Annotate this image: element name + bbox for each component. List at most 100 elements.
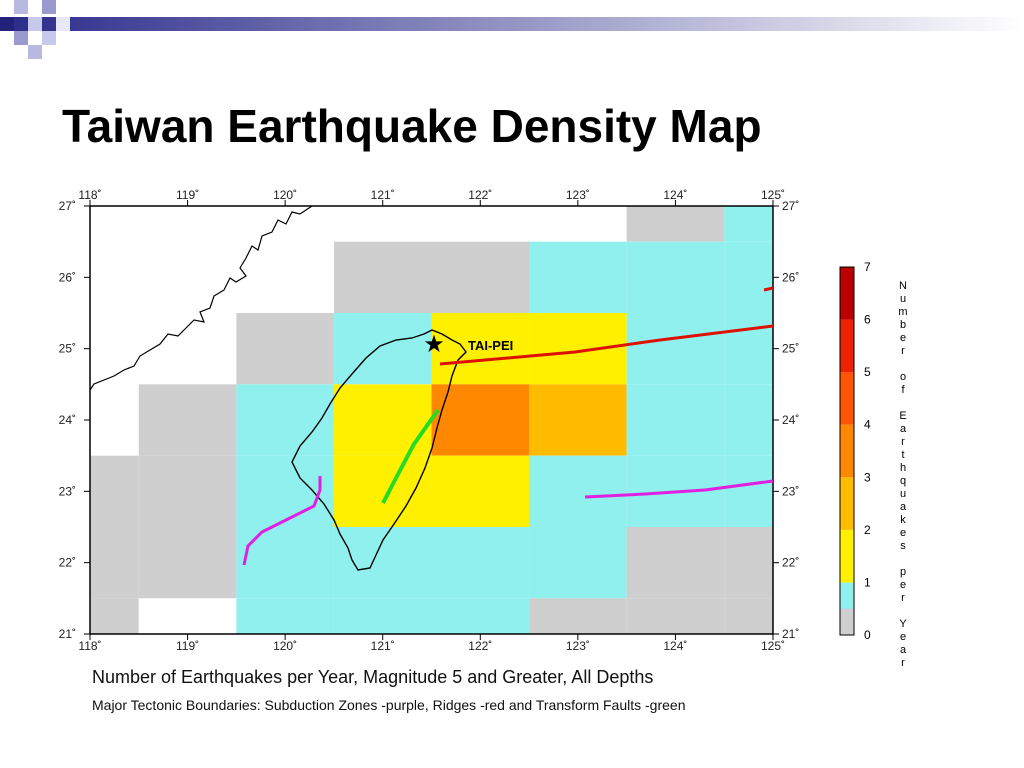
colorbar-segment — [840, 608, 854, 635]
density-cell — [333, 241, 432, 313]
density-cell — [333, 527, 432, 599]
density-cell — [626, 598, 725, 634]
colorbar: 7 6 5 4 3 2 1 0 Number of Earthquakes pe… — [839, 260, 909, 670]
top-lon-label: 121˚ — [371, 188, 395, 202]
left-lat-label: 27˚ — [59, 199, 76, 213]
right-lat-label: 24˚ — [782, 413, 799, 427]
density-cell — [236, 527, 334, 599]
density-cell — [529, 527, 627, 599]
bottom-lon-label: 122˚ — [468, 639, 492, 653]
china-coastline — [90, 206, 313, 391]
left-lat-label: 26˚ — [59, 270, 76, 284]
colorbar-segment — [840, 372, 854, 425]
density-cell — [431, 241, 530, 313]
top-lon-label: 123˚ — [566, 188, 590, 202]
colorbar-tick-label: 7 — [864, 260, 871, 274]
bottom-lon-label: 120˚ — [273, 639, 297, 653]
density-cell — [431, 455, 530, 527]
density-cell — [724, 206, 773, 242]
density-cell — [138, 527, 237, 599]
density-cell — [626, 384, 725, 456]
frame-ticks — [84, 200, 779, 640]
bottom-lon-label: 118˚ — [78, 639, 101, 653]
density-cell — [90, 241, 139, 313]
colorbar-segment — [840, 424, 854, 478]
subduction-line-east — [584, 479, 773, 499]
coastlines — [90, 206, 467, 571]
density-cell — [724, 598, 773, 634]
density-cell — [236, 455, 334, 527]
density-cell — [724, 455, 773, 527]
bottom-longitude-labels: 118˚ 119˚ 120˚ 121˚ 122˚ 123˚ 124˚ 125˚ — [78, 639, 785, 653]
colorbar-tick-label: 3 — [864, 470, 871, 484]
caption-primary: Number of Earthquakes per Year, Magnitud… — [92, 667, 654, 687]
taipei-star-icon: ★ — [423, 331, 445, 358]
density-cell — [90, 206, 139, 242]
right-lat-label: 27˚ — [782, 199, 799, 213]
density-cell — [529, 384, 627, 456]
right-lat-label: 25˚ — [782, 342, 799, 356]
right-lat-label: 22˚ — [782, 556, 799, 570]
colorbar-label: Number of Earthquakes per Year — [897, 280, 909, 670]
colorbar-tick-label: 5 — [864, 365, 871, 379]
density-cell — [90, 384, 139, 456]
ridge-line-main — [439, 324, 773, 366]
density-cell — [333, 206, 432, 242]
tectonic-boundaries — [242, 286, 773, 566]
density-cell — [90, 598, 139, 634]
colorbar-segment — [840, 477, 854, 530]
slide-corner-decoration — [0, 0, 1024, 59]
density-cell — [626, 241, 725, 313]
colorbar-segments — [840, 267, 854, 635]
colorbar-tick-label: 6 — [864, 313, 871, 327]
density-cell — [724, 527, 773, 599]
density-cell — [333, 455, 432, 527]
bottom-lon-label: 124˚ — [663, 639, 687, 653]
taiwan-coastline — [291, 329, 467, 571]
left-lat-label: 24˚ — [59, 413, 76, 427]
colorbar-tick-label: 0 — [864, 628, 871, 642]
right-lat-label: 26˚ — [782, 270, 799, 284]
density-cell — [529, 206, 627, 242]
density-cell — [138, 206, 237, 242]
bottom-lon-label: 125˚ — [761, 639, 785, 653]
top-longitude-labels: 118˚ 119˚ 120˚ 121˚ 122˚ 123˚ 124˚ 125˚ — [78, 188, 785, 202]
colorbar-segment — [840, 529, 854, 583]
density-cell — [724, 384, 773, 456]
slide-title: Taiwan Earthquake Density Map — [62, 100, 762, 152]
colorbar-tick-label: 4 — [864, 418, 871, 432]
transform-fault-line — [381, 408, 440, 504]
subduction-line-west — [242, 476, 322, 566]
density-cell — [431, 313, 530, 385]
colorbar-tick-label: 2 — [864, 523, 871, 537]
density-cell — [333, 313, 432, 385]
caption-secondary: Major Tectonic Boundaries: Subduction Zo… — [92, 697, 686, 713]
density-cell — [138, 241, 237, 313]
top-lon-label: 125˚ — [761, 188, 785, 202]
density-cell — [626, 313, 725, 385]
density-cell — [236, 384, 334, 456]
density-cell — [236, 598, 334, 634]
top-lon-label: 119˚ — [176, 188, 199, 202]
density-cell — [529, 598, 627, 634]
taipei-label: TAI-PEI — [468, 338, 513, 353]
top-lon-label: 118˚ — [78, 188, 101, 202]
bottom-lon-label: 121˚ — [371, 639, 395, 653]
density-cell — [236, 313, 334, 385]
left-lat-label: 23˚ — [59, 484, 76, 498]
density-cell — [138, 598, 237, 634]
density-cell — [90, 455, 139, 527]
right-lat-label: 21˚ — [782, 627, 799, 641]
density-grid — [90, 206, 773, 634]
colorbar-segment — [840, 319, 854, 373]
density-cell — [724, 241, 773, 313]
density-cell — [138, 313, 237, 385]
density-cell — [529, 455, 627, 527]
top-lon-label: 124˚ — [663, 188, 687, 202]
left-lat-label: 25˚ — [59, 342, 76, 356]
density-cell — [431, 598, 530, 634]
density-cell — [138, 455, 237, 527]
density-cell — [626, 206, 725, 242]
density-cell — [431, 206, 530, 242]
